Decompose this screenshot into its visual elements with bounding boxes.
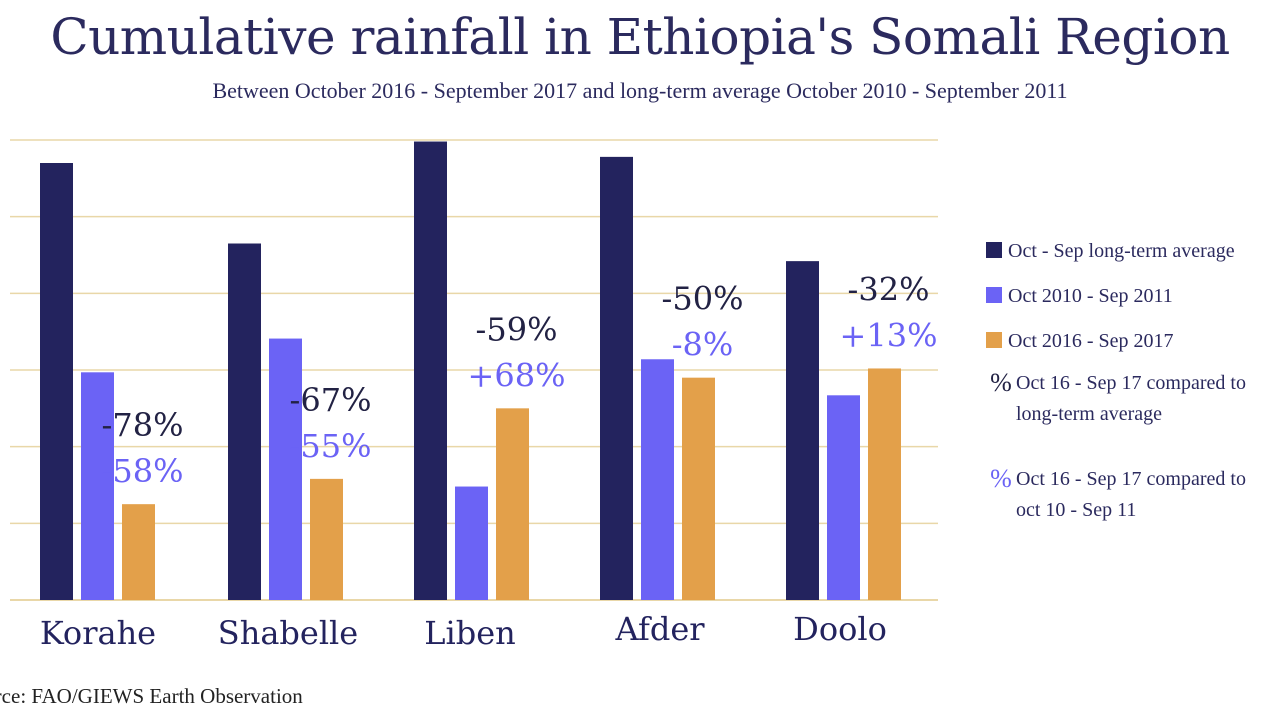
legend-label-2016: Oct 2016 - Sep 2017 bbox=[1008, 330, 1174, 352]
annotation-longterm-afder: -50% bbox=[662, 280, 744, 318]
annotation-longterm-shabelle: -67% bbox=[290, 381, 372, 419]
legend-label-longterm: Oct - Sep long-term average bbox=[1008, 240, 1235, 262]
category-label-shabelle: Shabelle bbox=[218, 614, 358, 652]
annotation-longterm-korahe: -78% bbox=[102, 406, 184, 444]
legend-note-longterm-line1: Oct 16 - Sep 17 compared to bbox=[1016, 372, 1246, 394]
bar-shabelle-series-2 bbox=[310, 478, 343, 600]
legend-note-2010-line1: Oct 16 - Sep 17 compared to bbox=[1016, 468, 1246, 490]
category-label-liben: Liben bbox=[424, 614, 516, 652]
bar-korahe-series-0 bbox=[40, 163, 73, 600]
legend-item-longterm: Oct - Sep long-term average bbox=[986, 240, 1280, 285]
annotation-2010-korahe: -58% bbox=[102, 452, 184, 490]
category-label-afder: Afder bbox=[614, 610, 705, 648]
category-label-korahe: Korahe bbox=[40, 614, 156, 652]
annotation-longterm-doolo: -32% bbox=[848, 270, 930, 308]
legend-swatch-2016 bbox=[986, 332, 1002, 348]
category-label-doolo: Doolo bbox=[793, 610, 887, 648]
bar-afder-series-2 bbox=[682, 377, 715, 600]
bar-liben-series-0 bbox=[414, 141, 447, 601]
bar-liben-series-1 bbox=[455, 486, 488, 600]
bar-afder-series-0 bbox=[600, 156, 633, 600]
annotation-2010-afder: -8% bbox=[672, 326, 734, 364]
legend-note-longterm: % Oct 16 - Sep 17 compared to long-term av… bbox=[986, 368, 1280, 464]
annotation-2010-doolo: +13% bbox=[840, 316, 938, 354]
legend-pct-2010: % bbox=[990, 464, 1012, 493]
legend-swatch-2010 bbox=[986, 287, 1002, 303]
annotation-longterm-liben: -59% bbox=[476, 310, 558, 348]
legend: Oct - Sep long-term average Oct 2010 - S… bbox=[986, 240, 1280, 526]
legend-item-2016: Oct 2016 - Sep 2017 bbox=[986, 330, 1280, 368]
bar-liben-series-2 bbox=[496, 408, 529, 600]
bar-doolo-series-2 bbox=[868, 368, 901, 600]
bar-shabelle-series-0 bbox=[228, 243, 261, 600]
legend-swatch-longterm bbox=[986, 242, 1002, 258]
bar-korahe-series-1 bbox=[81, 372, 114, 600]
bar-doolo-series-1 bbox=[827, 395, 860, 600]
legend-label-2010: Oct 2010 - Sep 2011 bbox=[1008, 285, 1173, 307]
bar-shabelle-series-1 bbox=[269, 338, 302, 600]
legend-note-2010-line2: oct 10 - Sep 11 bbox=[1016, 499, 1137, 521]
legend-item-2010: Oct 2010 - Sep 2011 bbox=[986, 285, 1280, 330]
annotation-2010-shabelle: -55% bbox=[290, 427, 372, 465]
chart-subtitle: Between October 2016 - September 2017 an… bbox=[212, 78, 1068, 103]
legend-note-2010: % Oct 16 - Sep 17 compared to oct 10 - Sep… bbox=[986, 464, 1280, 526]
legend-note-longterm-line2: long-term average bbox=[1016, 403, 1163, 425]
source-note: Source: FAO/GIEWS Earth Observation bbox=[0, 684, 303, 708]
chart-title: Cumulative rainfall in Ethiopia's Somali… bbox=[50, 8, 1230, 66]
bar-afder-series-1 bbox=[641, 359, 674, 600]
bar-korahe-series-2 bbox=[122, 504, 155, 600]
legend-pct-longterm: % bbox=[990, 368, 1012, 397]
annotation-2010-liben: +68% bbox=[468, 356, 566, 394]
bar-doolo-series-0 bbox=[786, 261, 819, 600]
